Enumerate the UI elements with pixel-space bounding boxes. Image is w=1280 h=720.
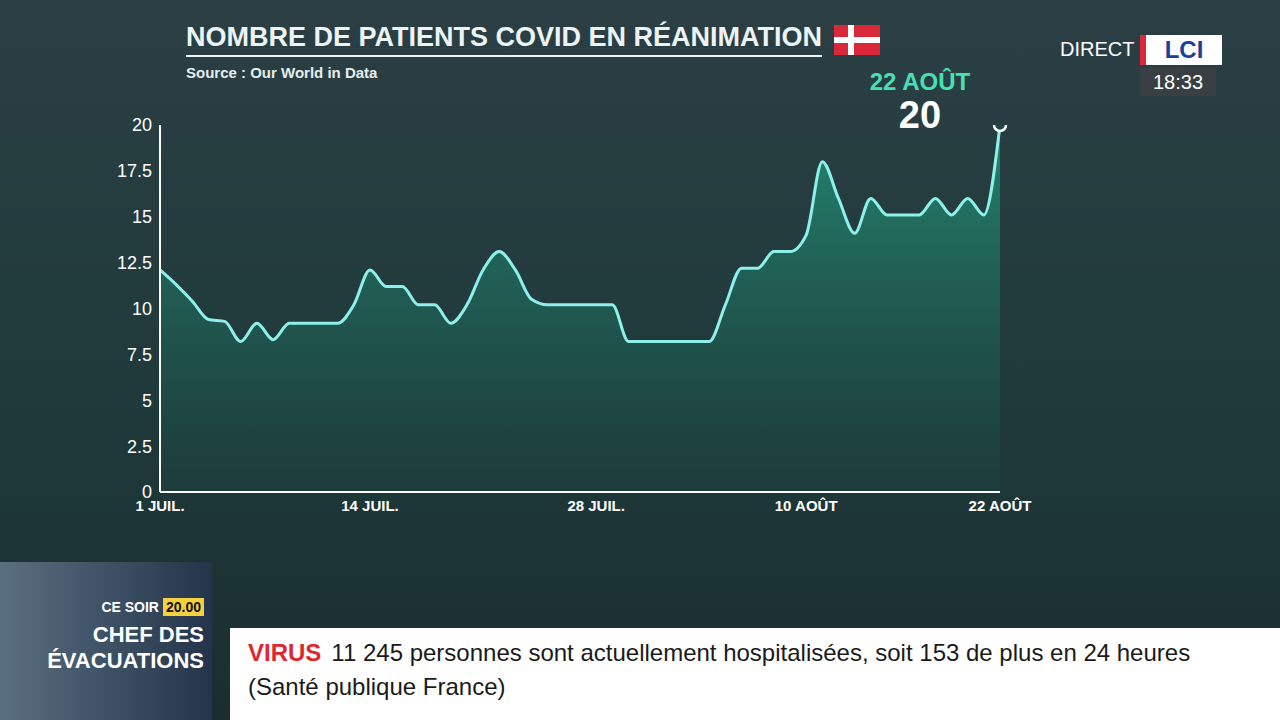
svg-text:22 AOÛT: 22 AOÛT (969, 497, 1032, 514)
svg-text:2.5: 2.5 (127, 437, 152, 457)
html-text:22 AOÛT: 22 AOÛT (869, 68, 971, 95)
svg-text:7.5: 7.5 (127, 345, 152, 365)
svg-text:10 AOÛT: 10 AOÛT (775, 497, 838, 514)
html-text:NOMBRE DE PATIENTS COVID EN RÉ: NOMBRE DE PATIENTS COVID EN RÉANIMATION (186, 22, 822, 52)
html-text:18:33: 18:33 (1153, 71, 1203, 93)
html-text:20: 20 (898, 94, 942, 136)
svg-text:12.5: 12.5 (117, 253, 152, 273)
svg-text:10: 10 (132, 299, 152, 319)
svg-text:20: 20 (132, 115, 152, 135)
html-text:CHEF DES ÉVACUATIONS: CHEF DES ÉVACUATIONS (47, 622, 204, 673)
svg-text:0: 0 (142, 482, 152, 502)
html-text:VIRUS 11 245 personnes sont ac: VIRUS 11 245 personnes sont actuellement… (248, 639, 1191, 700)
svg-text:15: 15 (132, 207, 152, 227)
svg-text:5: 5 (142, 391, 152, 411)
svg-text:17.5: 17.5 (117, 161, 152, 181)
html-text:LCI: LCI (1164, 36, 1204, 63)
html-text:CE SOIR: CE SOIR (101, 599, 159, 615)
html-text:Source : Our World in Data: Source : Our World in Data (186, 64, 378, 81)
html-text:DIRECT: DIRECT (1060, 38, 1135, 60)
svg-text:28 JUIL.: 28 JUIL. (567, 497, 625, 514)
svg-text:1 JUIL.: 1 JUIL. (135, 496, 185, 514)
svg-text:14 JUIL.: 14 JUIL. (341, 497, 399, 514)
html-text:20.00: 20.00 (166, 599, 201, 615)
